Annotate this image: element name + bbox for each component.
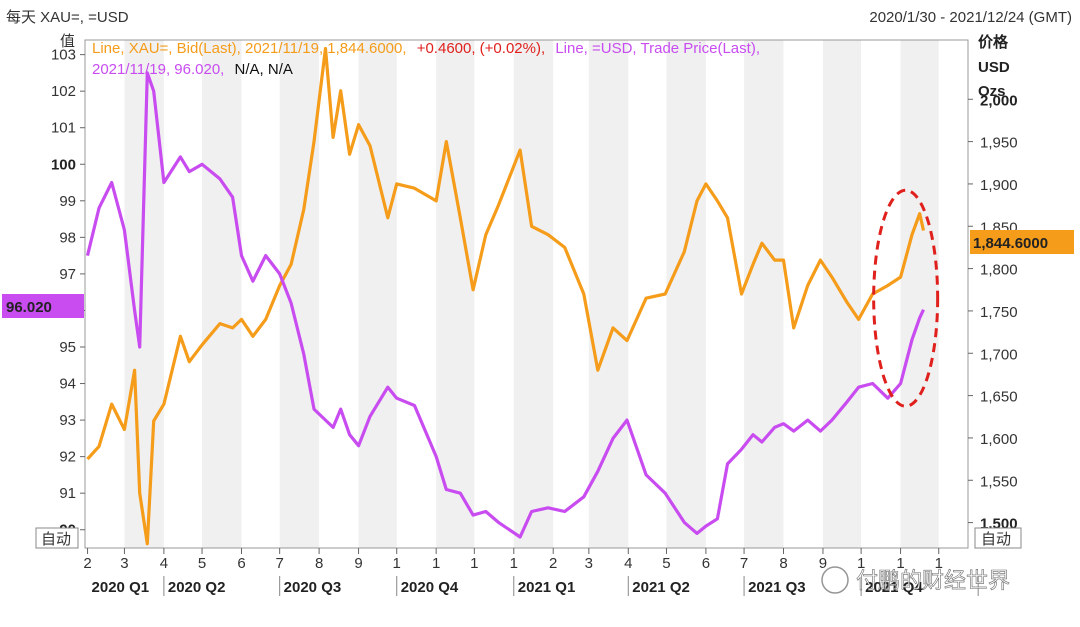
x-tick-label: 1 [393, 555, 401, 572]
left-tick-label: 97 [59, 266, 76, 283]
right-tick-label: 2,000 [980, 92, 1018, 109]
header-title: 每天 XAU=, =USD [6, 9, 129, 26]
x-quarter-label: 2020 Q2 [168, 579, 226, 596]
month-band [358, 40, 397, 548]
left-axis-ticks: 90919293949596979899100101102103 [51, 47, 85, 539]
x-quarter-label: 2021 Q2 [632, 579, 690, 596]
right-tick-label: 1,800 [980, 262, 1018, 279]
right-tick-label: 1,900 [980, 177, 1018, 194]
left-value-badge-text: 96.020 [6, 299, 52, 316]
x-quarter-label: 2021 Q4 [865, 579, 923, 596]
auto-right-button[interactable]: 自动 [981, 531, 1011, 548]
auto-left-button-box[interactable] [35, 527, 79, 549]
x-tick-label: 1 [857, 555, 865, 572]
x-axis-quarter-labels: 2020 Q1 2020 Q2 2020 Q3 2020 Q4 2021 Q1 2021 … [92, 576, 979, 596]
right-tick-label: 1,700 [980, 346, 1018, 363]
legend-usd: Line, =USD, Trade Price(Last), [555, 40, 760, 57]
auto-left-button[interactable]: 自动 [41, 531, 71, 548]
auto-right-button-box[interactable] [974, 527, 1022, 549]
legend-line-1: Line, XAU=, Bid(Last), 2021/11/19, 1,844… [92, 40, 760, 57]
x-tick-label: 5 [198, 555, 206, 572]
x-tick-label: 7 [275, 555, 283, 572]
right-tick-label: 1,650 [980, 389, 1018, 406]
month-band [666, 40, 706, 548]
left-tick-label: 103 [51, 47, 76, 64]
month-band [900, 40, 939, 548]
x-tick-label: 4 [160, 555, 168, 572]
wechat-icon [821, 566, 849, 594]
x-tick-label: 9 [819, 555, 827, 572]
left-tick-label: 99 [59, 193, 76, 210]
left-tick-label: 92 [59, 449, 76, 466]
left-tick-label: 101 [51, 120, 76, 137]
x-tick-label: 4 [624, 555, 632, 572]
x-tick-label: 9 [354, 555, 362, 572]
month-band [744, 40, 784, 548]
x-tick-label: 7 [740, 555, 748, 572]
date-range: 2020/1/30 - 2021/12/24 (GMT) [869, 9, 1072, 26]
x-tick-label: 1 [470, 555, 478, 572]
x-tick-label: 3 [585, 555, 593, 572]
right-tick-label: 1,950 [980, 135, 1018, 152]
x-axis-month-ticks: 2 3 4 5 6 7 8 9 1 1 1 1 2 3 4 5 6 7 8 9 1 1 1 [83, 548, 943, 572]
month-band [202, 40, 242, 548]
right-axis-ticks: 1,5001,5501,6001,6501,7001,7501,8001,850… [968, 92, 1018, 533]
right-axis-unit-1: 价格 [978, 33, 1009, 51]
series-line-xau [86, 46, 926, 546]
left-value-badge [2, 294, 84, 318]
x-tick-label: 2 [549, 555, 557, 572]
left-tick-label: 102 [51, 83, 76, 100]
x-tick-label: 3 [120, 555, 128, 572]
month-band [436, 40, 475, 548]
month-band [513, 40, 554, 548]
left-tick-label: 98 [59, 229, 76, 246]
x-tick-label: 1 [510, 555, 518, 572]
legend-change: +0.4600, (+0.02%), [417, 40, 545, 57]
watermark-text: 付鹏的财经世界 [856, 569, 1010, 594]
x-tick-label: 6 [237, 555, 245, 572]
left-tick-label: 95 [59, 339, 76, 356]
right-tick-label: 1,550 [980, 473, 1018, 490]
x-tick-label: 8 [779, 555, 787, 572]
series-line-usd [85, 71, 925, 539]
right-value-badge-text: 1,844.6000 [973, 235, 1048, 252]
x-quarter-label: 2020 Q4 [401, 579, 459, 596]
left-tick-label: 94 [59, 376, 76, 393]
x-tick-label: 2 [83, 555, 91, 572]
right-tick-label: 1,750 [980, 304, 1018, 321]
legend-usd-value: 2021/11/19, 96.020, [92, 61, 224, 78]
month-band [279, 40, 320, 548]
x-tick-label: 1 [432, 555, 440, 572]
right-value-badge [970, 230, 1074, 254]
left-tick-label: 93 [59, 412, 76, 429]
left-tick-label: 100 [51, 156, 76, 173]
highlight-ellipse [872, 188, 940, 408]
month-band [588, 40, 629, 548]
right-axis-unit-2: USD [978, 59, 1010, 76]
left-tick-label: 91 [59, 485, 76, 502]
x-tick-label: 1 [935, 555, 943, 572]
month-bands [84, 39, 969, 549]
legend-na: N/A, N/A [235, 61, 293, 78]
x-tick-label: 8 [315, 555, 323, 572]
x-tick-label: 1 [896, 555, 904, 572]
x-quarter-label: 2021 Q3 [748, 579, 806, 596]
legend-xau: Line, XAU=, Bid(Last), 2021/11/19, 1,844… [92, 40, 407, 57]
x-quarter-label: 2021 Q1 [518, 579, 576, 596]
x-quarter-label: 2020 Q1 [92, 579, 150, 596]
plot-border [84, 39, 969, 549]
watermark: 付鹏的财经世界 [821, 566, 1010, 594]
legend-line-2: 2021/11/19, 96.020, N/A, N/A [92, 61, 293, 78]
x-tick-label: 5 [662, 555, 670, 572]
right-tick-label: 1,600 [980, 431, 1018, 448]
right-axis-unit-3: Ozs [978, 83, 1006, 100]
x-tick-label: 6 [702, 555, 710, 572]
x-quarter-label: 2020 Q3 [284, 579, 342, 596]
left-axis-unit: 值 [60, 33, 75, 50]
